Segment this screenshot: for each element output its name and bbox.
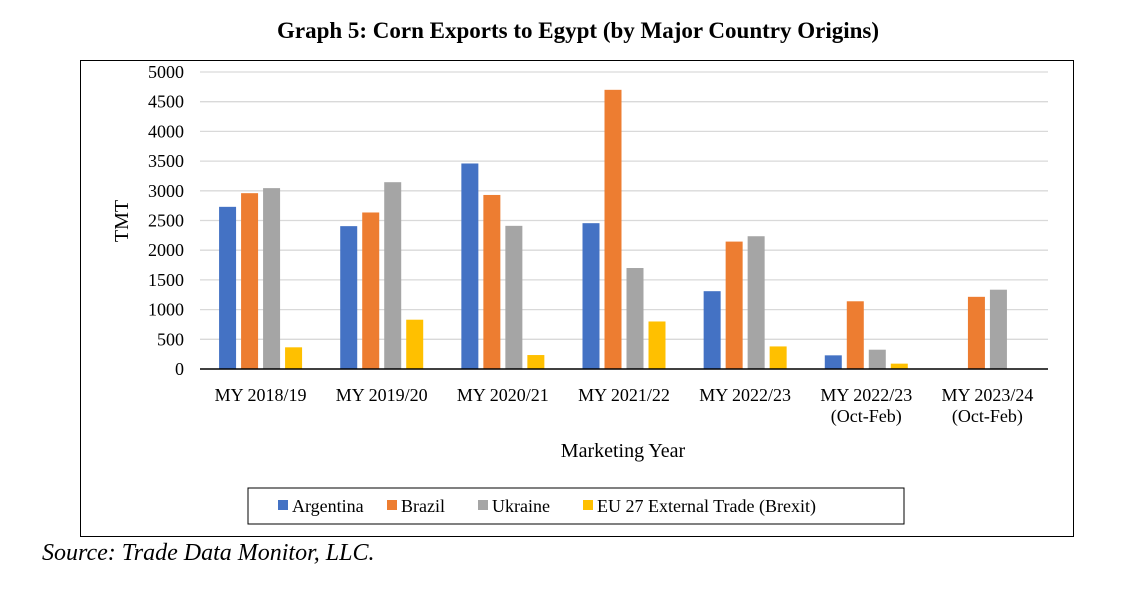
- bar-eu: [769, 346, 787, 369]
- y-tick-label: 0: [175, 359, 184, 379]
- legend-label: Ukraine: [492, 496, 550, 516]
- y-tick-label: 3000: [148, 181, 184, 201]
- chart-title: Graph 5: Corn Exports to Egypt (by Major…: [276, 18, 880, 43]
- x-axis-label: Marketing Year: [561, 440, 686, 462]
- x-tick-label: MY 2022/23: [699, 385, 791, 405]
- bar-ukraine: [868, 349, 886, 369]
- legend-swatch: [583, 500, 593, 510]
- y-axis-label: TMT: [111, 200, 133, 242]
- x-tick-label: (Oct-Feb): [831, 406, 902, 427]
- bar-argentina: [461, 163, 479, 369]
- legend-label: EU 27 External Trade (Brexit): [597, 496, 816, 517]
- bar-argentina: [582, 223, 600, 369]
- chart-frame: [80, 60, 1074, 537]
- bar-argentina: [340, 226, 358, 369]
- bar-eu: [648, 321, 666, 369]
- bar-brazil: [241, 193, 259, 369]
- x-tick-label: MY 2019/20: [336, 385, 428, 405]
- bar-ukraine: [505, 225, 523, 369]
- legend-swatch: [387, 500, 397, 510]
- source-note: Source: Trade Data Monitor, LLC.: [42, 540, 375, 566]
- bar-argentina: [703, 291, 721, 369]
- bar-brazil: [362, 212, 380, 369]
- y-tick-label: 1500: [148, 270, 184, 290]
- bar-ukraine: [747, 236, 765, 369]
- bar-eu: [527, 355, 545, 369]
- x-tick-label: MY 2021/22: [578, 385, 670, 405]
- x-tick-label: (Oct-Feb): [952, 406, 1023, 427]
- bar-ukraine: [626, 268, 644, 369]
- y-tick-label: 1000: [148, 300, 184, 320]
- bar-ukraine: [263, 188, 281, 369]
- bar-argentina: [219, 206, 237, 369]
- bar-argentina: [824, 355, 842, 369]
- y-tick-label: 4000: [148, 121, 184, 141]
- legend-label: Brazil: [401, 496, 445, 516]
- bar-ukraine: [384, 182, 402, 369]
- bar-brazil: [846, 301, 864, 369]
- x-tick-label: MY 2018/19: [215, 385, 307, 405]
- y-tick-label: 4500: [148, 92, 184, 112]
- y-tick-label: 2500: [148, 211, 184, 231]
- legend-swatch: [478, 500, 488, 510]
- bar-brazil: [604, 89, 622, 369]
- bar-brazil: [483, 194, 501, 369]
- legend-swatch: [278, 500, 288, 510]
- y-tick-label: 3500: [148, 151, 184, 171]
- y-tick-label: 500: [157, 329, 184, 349]
- x-tick-label: MY 2022/23: [820, 385, 912, 405]
- legend: [247, 487, 905, 525]
- y-tick-label: 5000: [148, 62, 184, 82]
- bar-eu: [285, 347, 303, 369]
- legend-label: Argentina: [292, 496, 364, 516]
- bar-ukraine: [989, 289, 1007, 369]
- x-tick-label: MY 2020/21: [457, 385, 549, 405]
- x-tick-label: MY 2023/24: [942, 385, 1034, 405]
- y-tick-label: 2000: [148, 240, 184, 260]
- bar-eu: [890, 363, 908, 369]
- bar-eu: [406, 319, 424, 369]
- bar-brazil: [725, 241, 743, 369]
- bar-brazil: [967, 296, 985, 369]
